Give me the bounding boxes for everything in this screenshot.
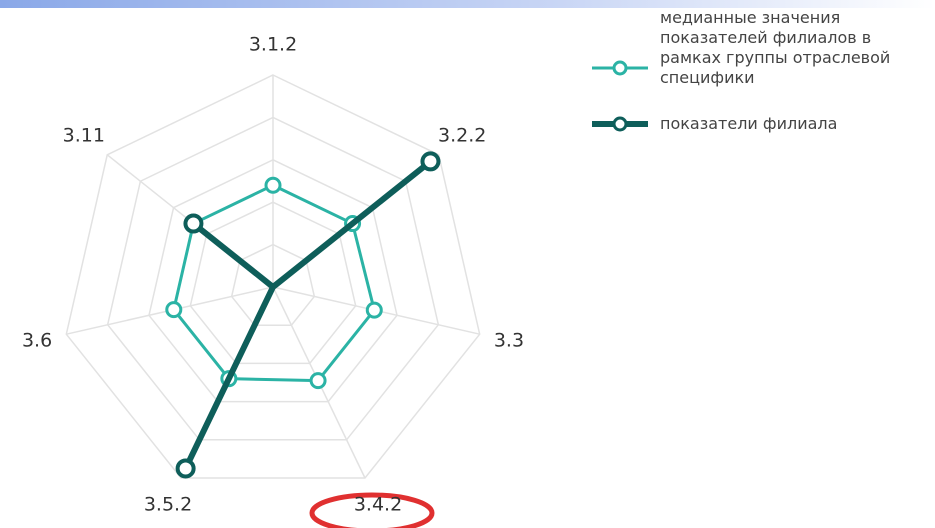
legend-label: медианные значения показателей филиалов …: [660, 8, 891, 87]
top-bar: [0, 0, 935, 8]
axis-label: 3.6: [22, 329, 52, 351]
legend-marker: [612, 60, 628, 76]
point: [165, 301, 183, 319]
legend-swatch: [592, 60, 648, 76]
legend-item: медианные значения показателей филиалов …: [590, 8, 930, 88]
axis-label: 3.2.2: [438, 125, 486, 147]
axis-label: 3.4.2: [354, 494, 402, 516]
series: [165, 151, 441, 479]
point: [264, 176, 282, 194]
highlight-ellipse: [309, 492, 435, 528]
axis-label: 3.11: [63, 125, 105, 147]
point: [175, 458, 196, 479]
legend-label: показатели филиала: [660, 114, 838, 133]
point: [420, 151, 441, 172]
grid-ring: [189, 201, 357, 365]
point: [309, 372, 327, 390]
axis-label: 3.5.2: [144, 494, 192, 516]
grid-ring: [148, 158, 398, 403]
axis-label: 3.1.2: [249, 34, 297, 56]
grid-ring: [106, 116, 440, 441]
point: [365, 301, 383, 319]
series-line: [172, 183, 376, 383]
grid-ring: [65, 74, 481, 479]
legend-swatch: [592, 116, 648, 132]
legend: медианные значения показателей филиалов …: [590, 8, 930, 160]
axis-label: 3.3: [494, 329, 524, 351]
legend-marker: [612, 116, 628, 132]
point: [183, 213, 204, 234]
grid: [65, 74, 481, 479]
legend-item: показатели филиала: [590, 114, 930, 134]
grid-ring: [230, 243, 316, 326]
